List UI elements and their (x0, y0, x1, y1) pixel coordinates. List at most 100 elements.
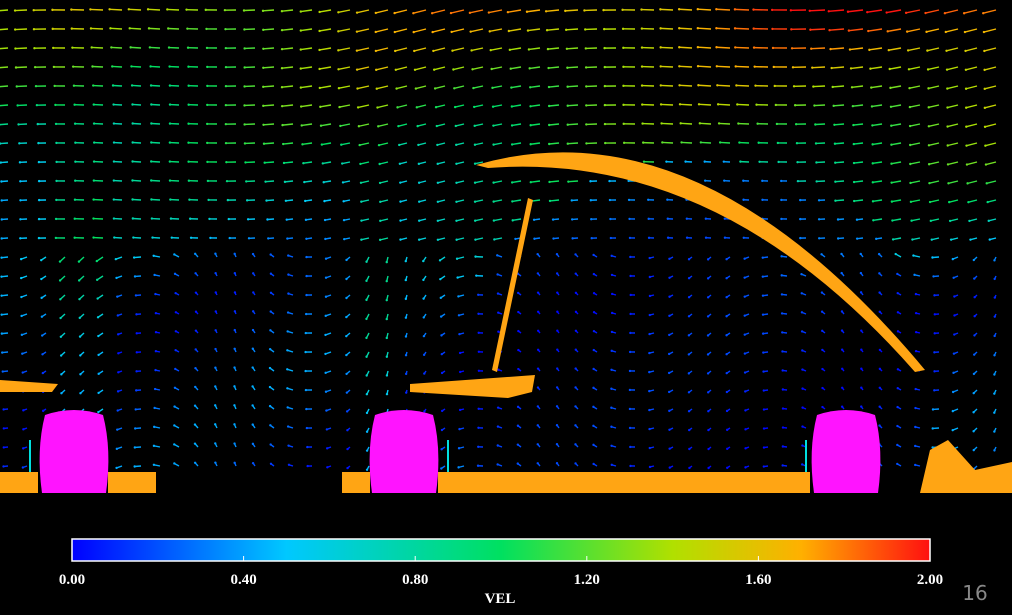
vector (810, 10, 825, 11)
vector-head (305, 389, 307, 391)
vector-head (763, 408, 765, 410)
vector-head (0, 294, 2, 296)
vector-head (90, 27, 92, 29)
vector (151, 180, 160, 181)
vector-head (574, 253, 576, 255)
vector-head (343, 219, 345, 221)
vector (129, 9, 141, 10)
vector (285, 181, 293, 182)
vector (148, 9, 160, 10)
vector-head (151, 236, 153, 238)
vector-head (131, 160, 133, 162)
vector-head (755, 103, 757, 105)
vector-head (552, 218, 554, 220)
colorbar-tick-label: 1.60 (745, 572, 771, 588)
vector-head (175, 311, 177, 313)
vector-head (455, 220, 457, 222)
vector-head (92, 236, 94, 238)
vector-head (833, 124, 835, 126)
vector-head (537, 291, 539, 293)
vector-head (984, 88, 986, 90)
vector-head (116, 448, 118, 450)
vector-head (932, 275, 934, 277)
vector-head (117, 390, 119, 392)
vector-head (287, 273, 289, 275)
vector-head (452, 68, 454, 70)
vector-head (422, 297, 424, 299)
vector-head (602, 9, 604, 11)
vector-head (323, 200, 325, 202)
vector-head (908, 68, 910, 70)
vector (679, 28, 692, 29)
vector-head (262, 48, 264, 50)
vector-head (497, 444, 499, 446)
vector-head (477, 313, 479, 315)
vector-head (794, 104, 796, 106)
vector-head (386, 261, 388, 263)
vector-head (834, 181, 836, 183)
vector-head (195, 329, 197, 331)
vector-head (724, 218, 726, 220)
vector-head (215, 291, 217, 293)
vector-head (326, 447, 328, 449)
vector-head (269, 329, 271, 331)
vector-head (537, 349, 539, 351)
vector (568, 86, 578, 87)
vector-head (174, 292, 176, 294)
vector-head (423, 410, 425, 412)
vector-head (115, 467, 117, 469)
vector-head (304, 370, 306, 372)
vector-head (964, 31, 966, 33)
vector-head (688, 334, 690, 336)
vector-head (853, 162, 855, 164)
vector-head (207, 180, 209, 182)
vector-head (611, 274, 613, 276)
vector-head (269, 405, 271, 407)
vector-head (214, 442, 216, 444)
vector-head (715, 27, 717, 29)
vector-head (441, 429, 443, 431)
vector-head (799, 237, 801, 239)
vector-head (782, 388, 784, 390)
vector-head (649, 276, 651, 278)
vector-head (669, 466, 671, 468)
vector-head (742, 199, 744, 201)
vector-head (744, 352, 746, 354)
vector-head (264, 180, 266, 182)
vector-head (281, 29, 283, 31)
vector-head (841, 349, 843, 351)
vector-head (360, 201, 362, 203)
vector-head (556, 272, 558, 274)
vector-head (648, 237, 650, 239)
vector-head (134, 427, 136, 429)
vector-head (41, 334, 43, 336)
vector-head (405, 373, 407, 375)
vector-head (113, 217, 115, 219)
vector-head (856, 237, 858, 239)
vector-head (14, 28, 16, 30)
vector (662, 123, 673, 124)
vector (550, 181, 559, 182)
vector-head (214, 329, 216, 331)
vector-head (399, 238, 401, 240)
vector-head (700, 141, 702, 143)
vector-head (556, 386, 558, 388)
vector-head (659, 46, 661, 48)
vector-head (153, 407, 155, 409)
vector-head (175, 330, 177, 332)
vector-head (896, 463, 898, 465)
vector (132, 85, 141, 86)
vector-head (234, 329, 236, 331)
vector-head (478, 370, 480, 372)
vector-head (679, 122, 681, 124)
vector-head (224, 28, 226, 30)
vector-head (455, 182, 457, 184)
vector-head (414, 69, 416, 71)
vector-head (117, 352, 119, 354)
vector-head (660, 122, 662, 124)
vector-head (450, 12, 452, 14)
vector-head (14, 47, 16, 49)
vector-head (129, 46, 131, 48)
vector-head (973, 392, 975, 394)
vector-head (993, 412, 995, 414)
